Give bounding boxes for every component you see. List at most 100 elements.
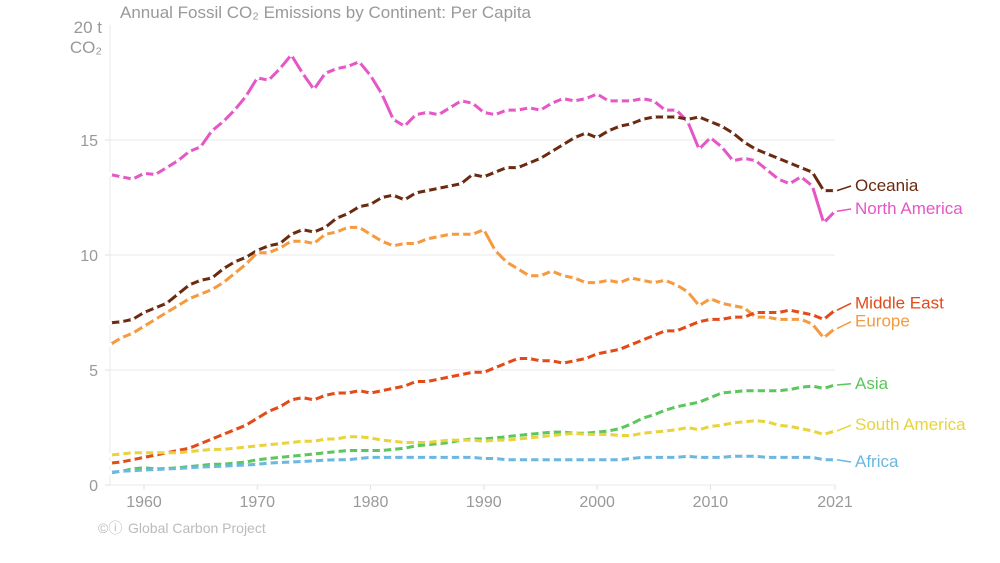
series-marker bbox=[210, 437, 214, 441]
series-marker bbox=[787, 161, 791, 165]
series-marker bbox=[164, 467, 168, 471]
series-marker bbox=[493, 248, 497, 252]
series-marker bbox=[697, 400, 701, 404]
series-marker bbox=[402, 384, 406, 388]
series-marker bbox=[142, 455, 146, 459]
series-marker bbox=[459, 372, 463, 376]
series-marker bbox=[300, 71, 304, 75]
series-marker bbox=[821, 188, 825, 192]
series-marker bbox=[346, 435, 350, 439]
series-marker bbox=[323, 225, 327, 229]
series-marker bbox=[278, 460, 282, 464]
series-marker bbox=[289, 398, 293, 402]
series-marker bbox=[799, 317, 803, 321]
series-marker bbox=[153, 306, 157, 310]
series-marker bbox=[198, 441, 202, 445]
series-marker bbox=[833, 458, 837, 462]
series-marker bbox=[561, 274, 565, 278]
series-marker bbox=[584, 356, 588, 360]
series-marker bbox=[368, 455, 372, 459]
series-marker bbox=[164, 451, 168, 455]
series-marker bbox=[765, 152, 769, 156]
series-marker bbox=[697, 147, 701, 151]
series-marker bbox=[368, 73, 372, 77]
series-marker bbox=[402, 440, 406, 444]
series-marker bbox=[425, 379, 429, 383]
series-marker bbox=[629, 99, 633, 103]
series-marker bbox=[357, 435, 361, 439]
series-marker bbox=[720, 391, 724, 395]
series-marker bbox=[776, 156, 780, 160]
series-marker bbox=[357, 448, 361, 452]
series-marker bbox=[640, 431, 644, 435]
series-marker bbox=[731, 131, 735, 135]
series-marker bbox=[198, 278, 202, 282]
series-marker bbox=[368, 232, 372, 236]
series-marker bbox=[380, 239, 384, 243]
series-marker bbox=[538, 274, 542, 278]
series-marker bbox=[606, 129, 610, 133]
series-marker bbox=[754, 147, 758, 151]
series-marker bbox=[754, 454, 758, 458]
series-marker bbox=[787, 182, 791, 186]
series-marker bbox=[278, 241, 282, 245]
series-marker bbox=[776, 455, 780, 459]
y-tick-label: 15 bbox=[80, 133, 98, 150]
series-marker bbox=[448, 106, 452, 110]
series-marker bbox=[674, 405, 678, 409]
series-marker bbox=[640, 416, 644, 420]
label-leader bbox=[837, 384, 851, 385]
series-marker bbox=[821, 386, 825, 390]
series-marker bbox=[436, 439, 440, 443]
series-marker bbox=[595, 92, 599, 96]
series-marker bbox=[448, 184, 452, 188]
series-marker bbox=[244, 262, 248, 266]
series-marker bbox=[482, 370, 486, 374]
series-marker bbox=[742, 420, 746, 424]
series-marker bbox=[821, 458, 825, 462]
series-marker bbox=[742, 140, 746, 144]
series-marker bbox=[572, 136, 576, 140]
series-marker bbox=[119, 452, 123, 456]
series-marker bbox=[470, 370, 474, 374]
series-marker bbox=[731, 315, 735, 319]
series-marker bbox=[368, 202, 372, 206]
series-marker bbox=[108, 453, 112, 457]
series-marker bbox=[448, 232, 452, 236]
series-marker bbox=[244, 94, 248, 98]
series-marker bbox=[402, 198, 406, 202]
series-marker bbox=[130, 177, 134, 181]
series-marker bbox=[232, 463, 236, 467]
series-marker bbox=[640, 117, 644, 121]
series-marker bbox=[821, 336, 825, 340]
series-marker bbox=[595, 432, 599, 436]
series-marker bbox=[595, 352, 599, 356]
series-marker bbox=[266, 409, 270, 413]
series-marker bbox=[538, 108, 542, 112]
series-marker bbox=[606, 458, 610, 462]
series-marker bbox=[346, 211, 350, 215]
series-marker bbox=[652, 430, 656, 434]
emissions-chart: Annual Fossil CO₂ Emissions by Continent… bbox=[0, 0, 1000, 563]
series-label-europe: Europe bbox=[855, 312, 910, 331]
series-marker bbox=[731, 159, 735, 163]
series-marker bbox=[504, 260, 508, 264]
series-marker bbox=[312, 230, 316, 234]
series-marker bbox=[504, 361, 508, 365]
series-marker bbox=[663, 278, 667, 282]
series-marker bbox=[516, 458, 520, 462]
series-marker bbox=[708, 424, 712, 428]
series-marker bbox=[266, 461, 270, 465]
series-marker bbox=[493, 113, 497, 117]
series-marker bbox=[833, 308, 837, 312]
series-marker bbox=[787, 308, 791, 312]
series-marker bbox=[584, 96, 588, 100]
series-marker bbox=[663, 108, 667, 112]
series-marker bbox=[561, 96, 565, 100]
series-marker bbox=[504, 438, 508, 442]
series-marker bbox=[561, 458, 565, 462]
series-marker bbox=[334, 67, 338, 71]
series-marker bbox=[754, 310, 758, 314]
series-marker bbox=[731, 390, 735, 394]
series-marker bbox=[810, 322, 814, 326]
